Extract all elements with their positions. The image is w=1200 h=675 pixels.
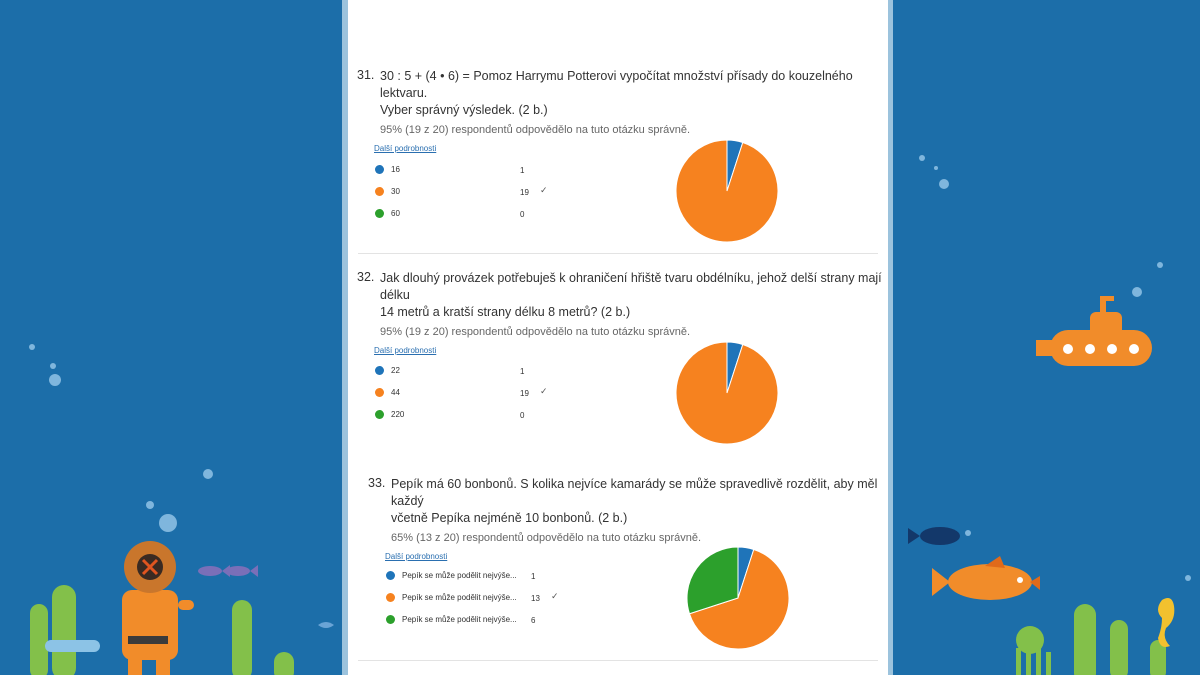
option-count: 1 — [520, 367, 525, 376]
divider — [358, 660, 878, 661]
submarine-icon — [1036, 296, 1152, 366]
legend-dot-green — [375, 209, 384, 218]
option-row: 220 — [375, 410, 404, 419]
option-label: 44 — [391, 388, 400, 397]
option-count: 0 — [520, 210, 525, 219]
legend-dot-blue — [375, 165, 384, 174]
option-count: 1 — [520, 166, 525, 175]
question-31: 30 : 5 + (4 • 6) = Pomoz Harrymu Pottero… — [374, 68, 880, 153]
pie-slice — [688, 548, 790, 650]
question-number: 31. — [357, 68, 375, 82]
more-details-link[interactable]: Další podrobnosti — [385, 552, 448, 561]
pie-chart — [675, 139, 779, 243]
quiz-results-panel: 31. 30 : 5 + (4 • 6) = Pomoz Harrymu Pot… — [348, 0, 888, 675]
option-count: 0 — [520, 411, 525, 420]
option-row: Pepík se může podělit nejvýše... — [386, 615, 517, 624]
question-title-line2: 14 metrů a kratší strany délku 8 metrů? … — [380, 305, 631, 319]
question-title-line1: 30 : 5 + (4 • 6) = Pomoz Harrymu Pottero… — [380, 69, 853, 100]
option-row: 16 — [375, 165, 400, 174]
legend-dot-blue — [375, 366, 384, 375]
question-number: 33. — [368, 476, 386, 490]
question-stat: 95% (19 z 20) respondentů odpovědělo na … — [380, 124, 691, 136]
option-row: 22 — [375, 366, 400, 375]
panel-border-left — [342, 0, 348, 675]
legend-dot-orange — [375, 388, 384, 397]
question-32: Jak dlouhý provázek potřebuješ k ohranič… — [374, 270, 885, 355]
option-count: 1 — [531, 572, 536, 581]
question-title-line1: Pepík má 60 bonbonů. S kolika nejvíce ka… — [391, 477, 878, 508]
option-count: 6 — [531, 616, 536, 625]
legend-dot-blue — [386, 571, 395, 580]
seahorse-icon — [1158, 598, 1175, 647]
question-title-line2: Vyber správný výsledek. (2 b.) — [380, 103, 548, 117]
option-label: 30 — [391, 187, 400, 196]
option-label: Pepík se může podělit nejvýše... — [402, 615, 517, 624]
option-label: 60 — [391, 209, 400, 218]
option-count: 19 — [520, 188, 529, 197]
bubbles-icon — [29, 155, 1191, 581]
correct-check-icon: ✓ — [540, 386, 548, 396]
option-label: 22 — [391, 366, 400, 375]
pie-slice — [675, 139, 779, 243]
option-label: 220 — [391, 410, 405, 419]
option-row: Pepík se může podělit nejvýše... — [386, 593, 517, 602]
pie-slice — [675, 341, 779, 445]
question-number: 32. — [357, 270, 375, 284]
panel-border-right — [887, 0, 893, 675]
dark-fish-icon — [908, 527, 960, 545]
legend-dot-green — [375, 410, 384, 419]
more-details-link[interactable]: Další podrobnosti — [374, 144, 437, 153]
option-row: Pepík se může podělit nejvýše... — [386, 571, 517, 580]
coral-icon — [45, 640, 100, 652]
orange-fish-icon — [932, 556, 1040, 600]
correct-check-icon: ✓ — [540, 185, 548, 195]
pie-chart — [675, 341, 779, 445]
option-label: Pepík se může podělit nejvýše... — [402, 571, 517, 580]
option-label: 16 — [391, 165, 400, 174]
question-stat: 65% (13 z 20) respondentů odpovědělo na … — [391, 532, 702, 544]
octopus-icon — [1016, 626, 1051, 675]
option-label: Pepík se může podělit nejvýše... — [402, 593, 517, 602]
divider — [358, 253, 878, 254]
question-stat: 95% (19 z 20) respondentů odpovědělo na … — [380, 326, 691, 338]
question-33: Pepík má 60 bonbonů. S kolika nejvíce ka… — [385, 476, 881, 561]
legend-dot-green — [386, 615, 395, 624]
option-row: 44 — [375, 388, 400, 397]
option-count: 13 — [531, 594, 540, 603]
pie-chart — [686, 546, 790, 650]
option-count: 19 — [520, 389, 529, 398]
option-row: 30 — [375, 187, 400, 196]
option-row: 60 — [375, 209, 400, 218]
question-title-line2: včetně Pepíka nejméně 10 bonbonů. (2 b.) — [391, 511, 628, 525]
small-fish-icon — [198, 565, 258, 577]
pie-slice — [686, 546, 739, 615]
more-details-link[interactable]: Další podrobnosti — [374, 346, 437, 355]
legend-dot-orange — [375, 187, 384, 196]
background-right — [893, 0, 1200, 675]
correct-check-icon: ✓ — [551, 591, 559, 601]
fish-outline-icon — [318, 622, 334, 628]
question-title-line1: Jak dlouhý provázek potřebuješ k ohranič… — [380, 271, 882, 302]
diver-icon — [122, 541, 194, 675]
seaweed-icon — [30, 585, 1166, 675]
legend-dot-orange — [386, 593, 395, 602]
